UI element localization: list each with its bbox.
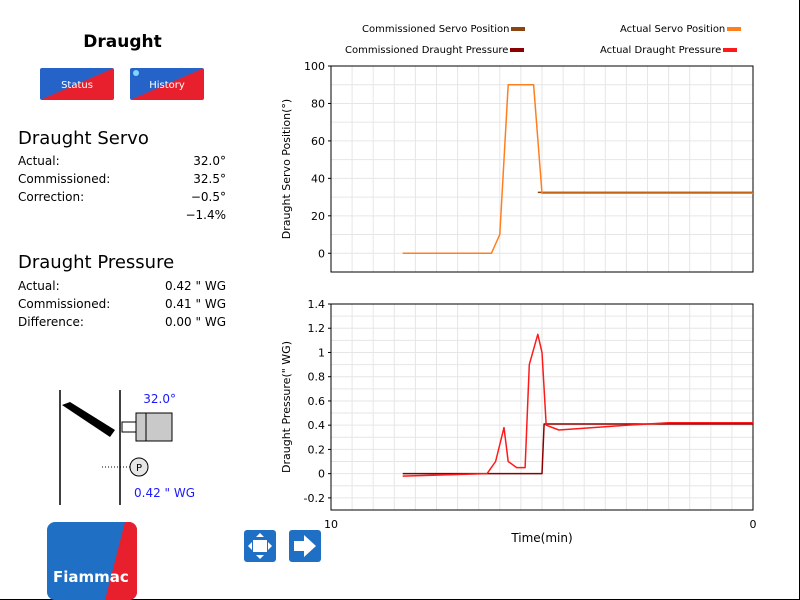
pressure-row-actual: Actual: 0.42 " WG: [18, 279, 226, 296]
pressure-heading: Draught Pressure: [18, 252, 175, 273]
y-tick-label: 0.2: [308, 443, 326, 456]
pressure-gauge-icon: [129, 457, 149, 477]
legend-actual-pressure-label: Actual Draught Pressure: [600, 45, 722, 56]
y-axis-label: Draught Servo Position(°): [280, 99, 293, 239]
x-axis-label: Time(min): [510, 531, 572, 545]
status-button[interactable]: Status: [40, 68, 114, 100]
y-tick-label: 0.4: [308, 419, 326, 432]
y-tick-label: 1.2: [308, 322, 326, 335]
history-button[interactable]: History: [130, 68, 204, 100]
draught-pressure-chart: -0.2 0 0.2 0.4 0.6 0.8 1 1.2 1.4 10 0 Draught Press…: [280, 300, 757, 545]
servo-correction-value: −0.5°: [190, 190, 226, 204]
y-tick-label: 80: [311, 97, 325, 110]
servo-commissioned-label: Commissioned:: [18, 172, 111, 186]
plot-area-border: [330, 65, 754, 273]
series-line-actual-draught-pressure: [402, 333, 753, 477]
arrow-right-icon: [294, 535, 316, 557]
legend-actual-pressure: Actual Draught Pressure: [600, 45, 738, 56]
diagram-servo-reading: 32.0°: [143, 392, 176, 406]
y-tick-label: 0.6: [308, 395, 326, 408]
next-page-button[interactable]: [289, 530, 321, 562]
y-tick-label: 0: [318, 468, 325, 481]
servo-correction-percent: −1.4%: [185, 208, 226, 222]
x-tick-label: 10: [324, 518, 338, 531]
y-tick-label: -0.2: [304, 492, 325, 505]
legend-actual-servo: Actual Servo Position: [620, 24, 742, 35]
servo-actual-value: 32.0°: [193, 154, 226, 168]
legend-swatch-commissioned-pressure: [510, 48, 525, 52]
plot-area-border: [330, 303, 754, 511]
damper-blade-icon: [62, 402, 115, 437]
pressure-actual-value: 0.42 " WG: [164, 279, 226, 293]
fit-screen-button[interactable]: [244, 530, 276, 562]
y-axis-label: Draught Pressure(" WG): [280, 341, 293, 473]
legend-swatch-actual-pressure: [723, 48, 738, 52]
servo-row-commissioned: Commissioned: 32.5°: [18, 172, 226, 189]
y-tick-label: 60: [311, 135, 325, 148]
pressure-gauge-symbol: P: [136, 463, 142, 474]
series-line-commissioned-draught-pressure: [402, 423, 753, 475]
y-tick-label: 40: [311, 172, 325, 185]
y-tick-label: 1: [318, 346, 325, 359]
servo-actual-label: Actual:: [18, 154, 60, 168]
legend-commissioned-servo-label: Commissioned Servo Position: [362, 24, 510, 35]
y-tick-label: 1.4: [308, 300, 326, 311]
pressure-row-difference: Difference: 0.00 " WG: [18, 315, 226, 332]
diagram-pressure-reading: 0.42 " WG: [134, 486, 195, 500]
status-button-label: Status: [61, 80, 93, 91]
legend-actual-servo-label: Actual Servo Position: [620, 24, 726, 35]
servo-heading: Draught Servo: [18, 128, 149, 149]
servo-motor-icon: [135, 412, 173, 442]
pressure-difference-label: Difference:: [18, 315, 84, 329]
series-line-actual-servo-position: [402, 83, 753, 255]
servo-row-actual: Actual: 32.0°: [18, 154, 226, 171]
y-tick-label: 0: [318, 247, 325, 260]
page-title: Draught: [83, 32, 162, 52]
logo-text: Fiammac: [53, 568, 129, 586]
servo-row-correction-percent: −1.4%: [18, 208, 226, 225]
pressure-row-commissioned: Commissioned: 0.41 " WG: [18, 297, 226, 314]
servo-position-chart: 0 20 40 60 80 100 Draught Servo Position(°): [280, 62, 754, 273]
history-button-label: History: [149, 80, 185, 91]
legend-commissioned-pressure-label: Commissioned Draught Pressure: [345, 45, 509, 56]
pressure-commissioned-label: Commissioned:: [18, 297, 111, 311]
pressure-difference-value: 0.00 " WG: [164, 315, 226, 329]
legend-commissioned-servo: Commissioned Servo Position: [362, 24, 526, 35]
legend-swatch-commissioned-servo: [511, 27, 526, 31]
servo-shaft: [121, 421, 137, 433]
active-indicator-icon: [133, 70, 139, 76]
y-tick-label: 0.8: [308, 371, 326, 384]
legend-swatch-actual-servo: [727, 27, 742, 31]
fiammac-logo: Fiammac: [47, 522, 137, 600]
x-tick-label: 0: [750, 518, 757, 531]
legend-commissioned-pressure: Commissioned Draught Pressure: [345, 45, 525, 56]
fit-screen-icon: [248, 533, 272, 559]
servo-correction-label: Correction:: [18, 190, 85, 204]
y-tick-label: 100: [304, 62, 325, 73]
servo-commissioned-value: 32.5°: [193, 172, 226, 186]
pressure-actual-label: Actual:: [18, 279, 60, 293]
y-tick-label: 20: [311, 210, 325, 223]
damper-diagram: 32.0° P 0.42 " WG: [59, 390, 195, 505]
servo-row-correction: Correction: −0.5°: [18, 190, 226, 207]
pressure-commissioned-value: 0.41 " WG: [164, 297, 226, 311]
